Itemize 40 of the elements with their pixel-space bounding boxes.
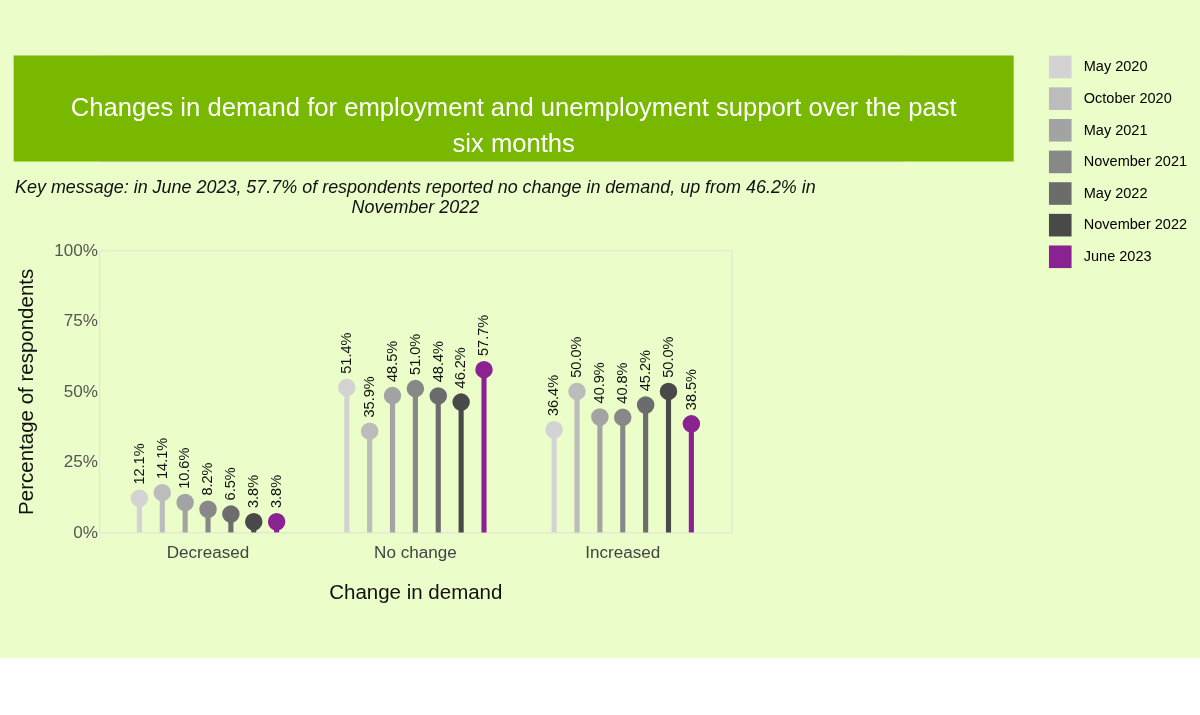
y-tick-label: 50% bbox=[63, 381, 98, 401]
x-axis-title: Change in demand bbox=[329, 579, 503, 603]
x-tick-label: Decreased bbox=[166, 543, 250, 563]
data-label: 3.8% bbox=[267, 474, 284, 509]
data-label: 51.0% bbox=[406, 333, 423, 375]
y-tick-label: 75% bbox=[63, 311, 98, 331]
data-label: 45.2% bbox=[636, 350, 653, 392]
data-label: 51.4% bbox=[338, 332, 355, 374]
legend-label: May 2022 bbox=[1083, 184, 1148, 201]
data-label: 12.1% bbox=[130, 443, 147, 485]
legend-label: October 2020 bbox=[1083, 89, 1172, 106]
chart-title: Changes in demand for employment and unemployment support over the past six months bbox=[70, 93, 957, 158]
data-label: 35.9% bbox=[360, 376, 377, 418]
data-label: 8.2% bbox=[199, 462, 216, 496]
legend-label: June 2023 bbox=[1083, 248, 1152, 265]
data-label: 36.4% bbox=[545, 374, 562, 417]
chart-subtitle: Key message: in June 2023, 57.7% of respondents reported no change in demand, up from 46.2% in November 2022 bbox=[15, 177, 816, 217]
data-label: 40.9% bbox=[591, 362, 608, 404]
legend-label: November 2021 bbox=[1083, 153, 1188, 170]
x-tick-label: No change bbox=[374, 543, 457, 563]
data-label: 46.2% bbox=[452, 347, 469, 389]
data-label: 48.5% bbox=[383, 340, 400, 382]
y-tick-label: 25% bbox=[63, 452, 98, 472]
y-axis-title: Percentage of respondents bbox=[13, 268, 37, 515]
data-label: 50.0% bbox=[659, 336, 676, 378]
data-label: 3.8% bbox=[245, 474, 262, 509]
data-label: 10.6% bbox=[176, 447, 193, 489]
y-tick-label: 0% bbox=[73, 522, 98, 542]
data-label: 6.5% bbox=[222, 467, 239, 501]
legend-label: November 2022 bbox=[1083, 216, 1188, 233]
legend-label: May 2021 bbox=[1083, 121, 1148, 138]
y-tick-label: 100% bbox=[54, 240, 98, 260]
data-label: 40.8% bbox=[614, 362, 631, 404]
x-tick-label: Increased bbox=[585, 543, 661, 563]
data-label: 57.7% bbox=[475, 314, 492, 356]
data-label: 48.4% bbox=[429, 340, 446, 383]
data-label: 38.5% bbox=[682, 368, 699, 411]
data-label: 14.1% bbox=[153, 437, 170, 479]
legend-label: May 2020 bbox=[1083, 58, 1148, 75]
data-label: 50.0% bbox=[568, 336, 585, 378]
